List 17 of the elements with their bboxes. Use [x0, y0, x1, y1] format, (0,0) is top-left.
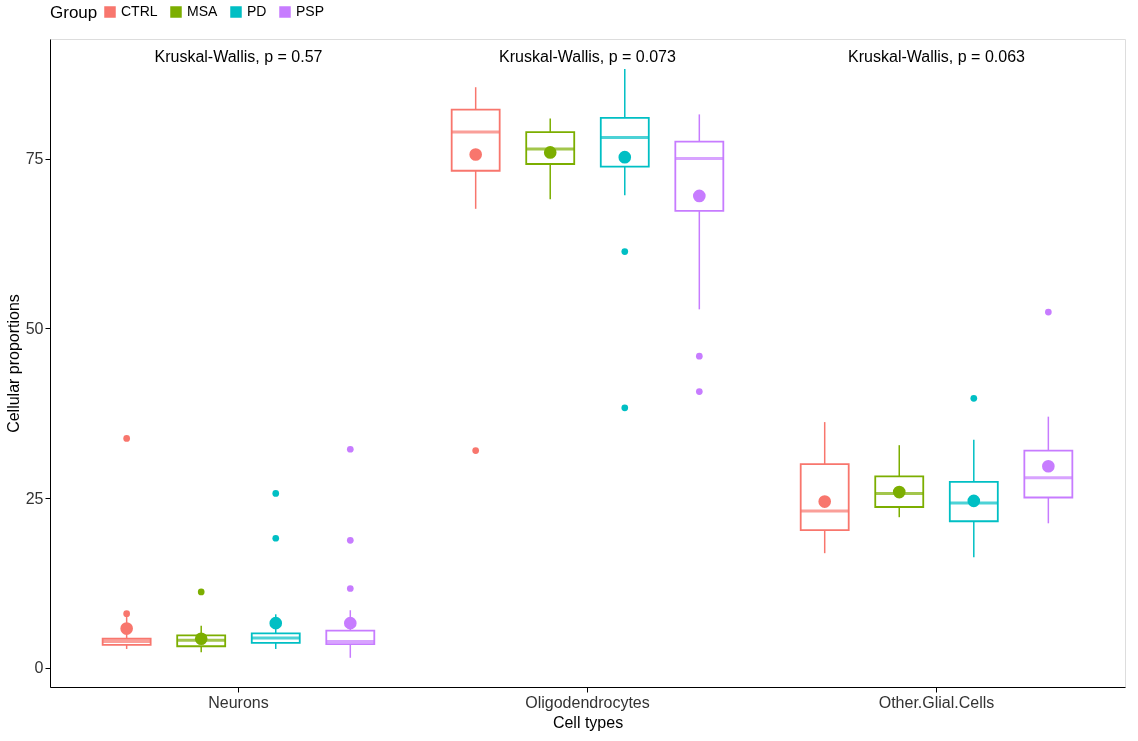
y-axis-title: Cellular proportions: [4, 294, 22, 433]
legend-label: PD: [247, 3, 267, 19]
annotation: Kruskal-Wallis, p = 0.063: [848, 48, 1026, 65]
y-tick-label: 25: [25, 489, 44, 507]
x-tick-label: Other.Glial.Cells: [878, 693, 995, 711]
annotation: Kruskal-Wallis, p = 0.57: [154, 48, 323, 65]
legend-label: MSA: [187, 3, 218, 19]
annotation: Kruskal-Wallis, p = 0.073: [499, 48, 677, 65]
legend-label: CTRL: [121, 3, 158, 19]
x-tick-label: Neurons: [208, 693, 269, 711]
y-tick-label: 0: [34, 659, 44, 677]
x-axis-title: Cell types: [552, 713, 624, 731]
y-tick-label: 50: [25, 319, 44, 337]
legend-title: Group: [50, 3, 98, 22]
legend-label: PSP: [296, 3, 325, 19]
x-tick-label: Oligodendrocytes: [525, 693, 650, 711]
y-tick-label: 75: [25, 150, 44, 168]
